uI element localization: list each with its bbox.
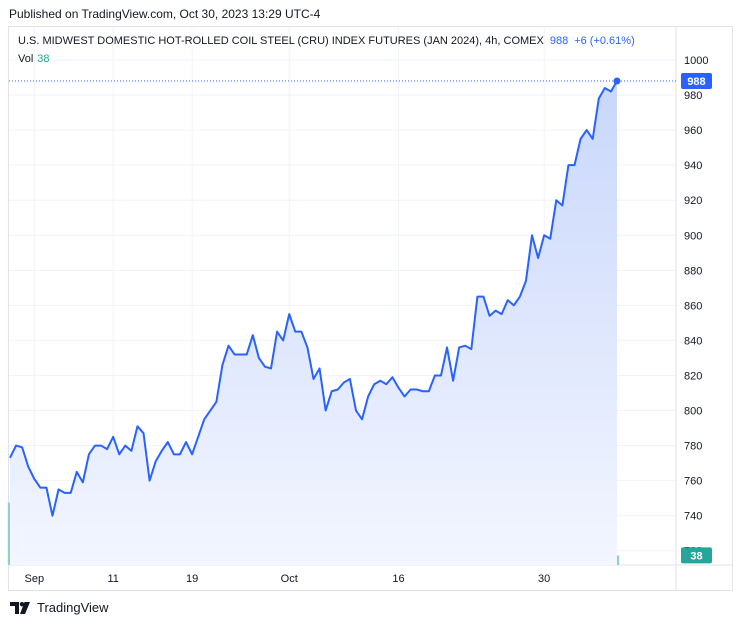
volume-label: Vol (18, 53, 34, 65)
y-tick-label: 940 (684, 160, 702, 172)
last-volume-label: 38 (690, 550, 702, 562)
last-price-label: 988 (687, 76, 705, 88)
chart-frame (8, 26, 733, 591)
tradingview-logo-icon (10, 601, 30, 614)
published-caption: Published on TradingView.com, Oct 30, 20… (9, 7, 321, 21)
y-tick-label: 960 (684, 125, 702, 137)
x-tick-label: 16 (392, 573, 404, 585)
volume-legend: Vol 38 (18, 53, 50, 65)
y-tick-label: 740 (684, 511, 702, 523)
y-tick-label: 860 (684, 300, 702, 312)
last-price-badge: 988 (681, 73, 712, 90)
last-price-value: 988 (549, 35, 569, 47)
y-tick-label: 920 (684, 195, 702, 207)
y-tick-label: 760 (684, 476, 702, 488)
last-price-dot (613, 77, 621, 85)
y-tick-label: 1000 (684, 55, 708, 67)
y-tick-label: 820 (684, 370, 702, 382)
price-axis[interactable]: 7207407607808008208408608809009209409609… (684, 55, 708, 558)
y-tick-label: 780 (684, 441, 702, 453)
x-tick-label: Oct (281, 573, 298, 585)
x-tick-label: 11 (107, 573, 118, 585)
y-tick-label: 980 (684, 90, 702, 102)
volume-value: 38 (37, 53, 50, 65)
x-tick-label: 30 (538, 573, 550, 585)
y-tick-label: 800 (684, 406, 702, 418)
x-tick-label: Sep (24, 573, 44, 585)
price-line (9, 80, 618, 517)
chart-legend: U.S. MIDWEST DOMESTIC HOT-ROLLED COIL ST… (18, 35, 635, 47)
time-axis[interactable]: Sep 11 19 Oct 16 30 (24, 573, 550, 585)
price-area (10, 81, 617, 565)
y-tick-label: 900 (684, 230, 702, 242)
y-tick-label: 840 (684, 335, 702, 347)
tradingview-brand: TradingView (37, 600, 109, 615)
last-volume-badge: 38 (681, 547, 712, 564)
x-tick-label: 19 (186, 573, 198, 585)
y-tick-label: 880 (684, 265, 702, 277)
price-change: +6 (+0.61%) (574, 35, 635, 47)
symbol-title: U.S. MIDWEST DOMESTIC HOT-ROLLED COIL ST… (18, 35, 544, 47)
footer[interactable]: TradingView (10, 600, 109, 615)
